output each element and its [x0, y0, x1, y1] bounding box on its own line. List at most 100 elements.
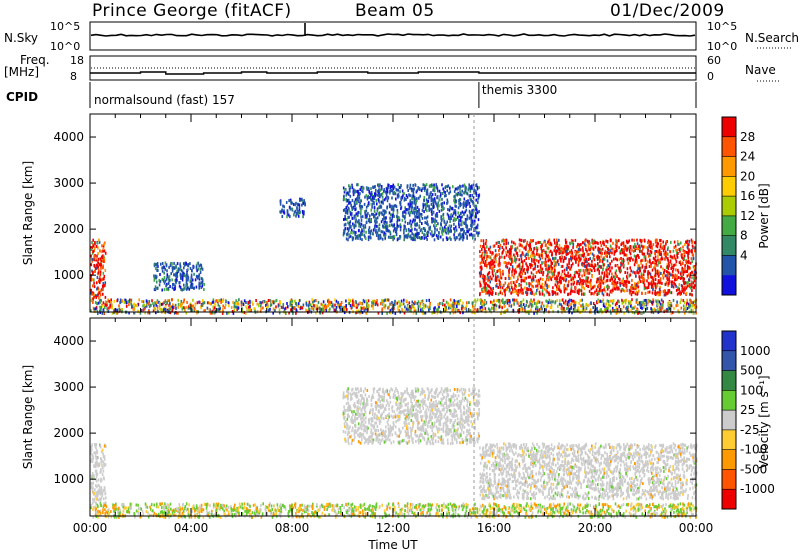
- heatmap-cell: [541, 286, 544, 289]
- heatmap-cell: [209, 311, 212, 315]
- heatmap-cell: [363, 233, 366, 237]
- heatmap-cell: [567, 265, 570, 269]
- heatmap-cell: [593, 292, 595, 296]
- heatmap-cell: [392, 204, 394, 208]
- heatmap-cell: [403, 228, 405, 232]
- heatmap-cell: [497, 275, 499, 279]
- heatmap-cell: [551, 266, 554, 270]
- heatmap-cell: [593, 269, 596, 273]
- heatmap-cell: [437, 222, 439, 226]
- heatmap-cell: [520, 286, 523, 290]
- heatmap-cell: [561, 264, 564, 268]
- heatmap-cell: [384, 298, 386, 302]
- heatmap-cell: [403, 215, 405, 219]
- heatmap-cell: [518, 284, 520, 287]
- heatmap-cell: [628, 250, 631, 254]
- heatmap-cell: [447, 216, 450, 220]
- heatmap-cell: [668, 282, 670, 285]
- heatmap-cell: [602, 304, 605, 308]
- heatmap-cell: [582, 241, 584, 245]
- heatmap-cell: [548, 291, 550, 295]
- heatmap-cell: [492, 274, 495, 278]
- heatmap-cell: [474, 226, 476, 230]
- heatmap-cell: [594, 290, 596, 294]
- heatmap-cell: [378, 200, 381, 204]
- heatmap-cell: [413, 196, 416, 200]
- nave-top-tick: 60: [707, 54, 721, 67]
- heatmap-cell: [425, 222, 428, 225]
- heatmap-cell: [592, 242, 594, 246]
- heatmap-cell: [691, 302, 693, 306]
- heatmap-cell: [638, 266, 641, 270]
- heatmap-cell: [292, 311, 294, 315]
- heatmap-cell: [197, 261, 200, 265]
- heatmap-cell: [523, 279, 525, 283]
- heatmap-cell: [462, 305, 465, 309]
- heatmap-cell: [527, 253, 529, 257]
- heatmap-cell: [425, 207, 427, 210]
- heatmap-cell: [447, 226, 449, 230]
- heatmap-cell: [640, 239, 642, 243]
- heatmap-cell: [525, 252, 528, 256]
- heatmap-cell: [545, 260, 547, 264]
- heatmap-cell: [282, 204, 284, 208]
- heatmap-cell: [665, 281, 668, 285]
- heatmap-cell: [102, 282, 105, 285]
- heatmap-cell: [691, 300, 693, 304]
- heatmap-cell: [545, 254, 548, 258]
- heatmap-cell: [476, 309, 478, 313]
- heatmap-cell: [222, 304, 224, 308]
- heatmap-cell: [624, 284, 627, 288]
- heatmap-cell: [266, 302, 269, 306]
- heatmap-cell: [462, 211, 465, 215]
- heatmap-cell: [369, 232, 372, 236]
- heatmap-cell: [516, 251, 519, 255]
- heatmap-cell: [408, 221, 411, 225]
- heatmap-cell: [303, 212, 305, 216]
- heatmap-cell: [383, 213, 385, 217]
- heatmap-cell: [354, 300, 357, 304]
- heatmap-cell: [674, 283, 677, 287]
- heatmap-cell: [475, 193, 478, 197]
- heatmap-cell: [623, 244, 625, 248]
- heatmap-cell: [392, 211, 395, 215]
- heatmap-cell: [574, 257, 576, 261]
- heatmap-cell: [357, 195, 359, 198]
- heatmap-cell: [392, 224, 394, 228]
- heatmap-cell: [90, 257, 93, 261]
- heatmap-cell: [598, 292, 600, 295]
- heatmap-cell: [98, 271, 101, 275]
- heatmap-cell: [200, 306, 202, 310]
- heatmap-cell: [427, 199, 430, 203]
- heatmap-cell: [372, 228, 375, 232]
- heatmap-cell: [415, 209, 417, 213]
- heatmap-cell: [409, 219, 412, 223]
- heatmap-cell: [325, 309, 328, 313]
- heatmap-cell: [162, 278, 165, 282]
- heatmap-cell: [557, 271, 559, 275]
- heatmap-cell: [629, 304, 632, 308]
- heatmap-cell: [415, 309, 417, 313]
- heatmap-cell: [668, 307, 671, 311]
- heatmap-cell: [476, 298, 479, 302]
- heatmap-cell: [416, 235, 418, 239]
- heatmap-cell: [368, 201, 370, 205]
- heatmap-cell: [345, 299, 347, 303]
- heatmap-cell: [424, 229, 426, 233]
- heatmap-cell: [679, 290, 681, 294]
- heatmap-cell: [143, 307, 145, 311]
- heatmap-cell: [436, 311, 439, 315]
- heatmap-cell: [468, 194, 471, 198]
- heatmap-cell: [544, 281, 547, 285]
- heatmap-cell: [411, 220, 414, 224]
- heatmap-cell: [312, 302, 314, 306]
- heatmap-cell: [689, 275, 691, 279]
- heatmap-cell: [565, 266, 568, 270]
- heatmap-cell: [655, 309, 657, 312]
- heatmap-cell: [556, 244, 558, 248]
- heatmap-cell: [406, 195, 409, 199]
- heatmap-cell: [619, 251, 622, 255]
- heatmap-cell: [381, 218, 384, 221]
- heatmap-cell: [449, 190, 452, 194]
- heatmap-cell: [115, 309, 117, 313]
